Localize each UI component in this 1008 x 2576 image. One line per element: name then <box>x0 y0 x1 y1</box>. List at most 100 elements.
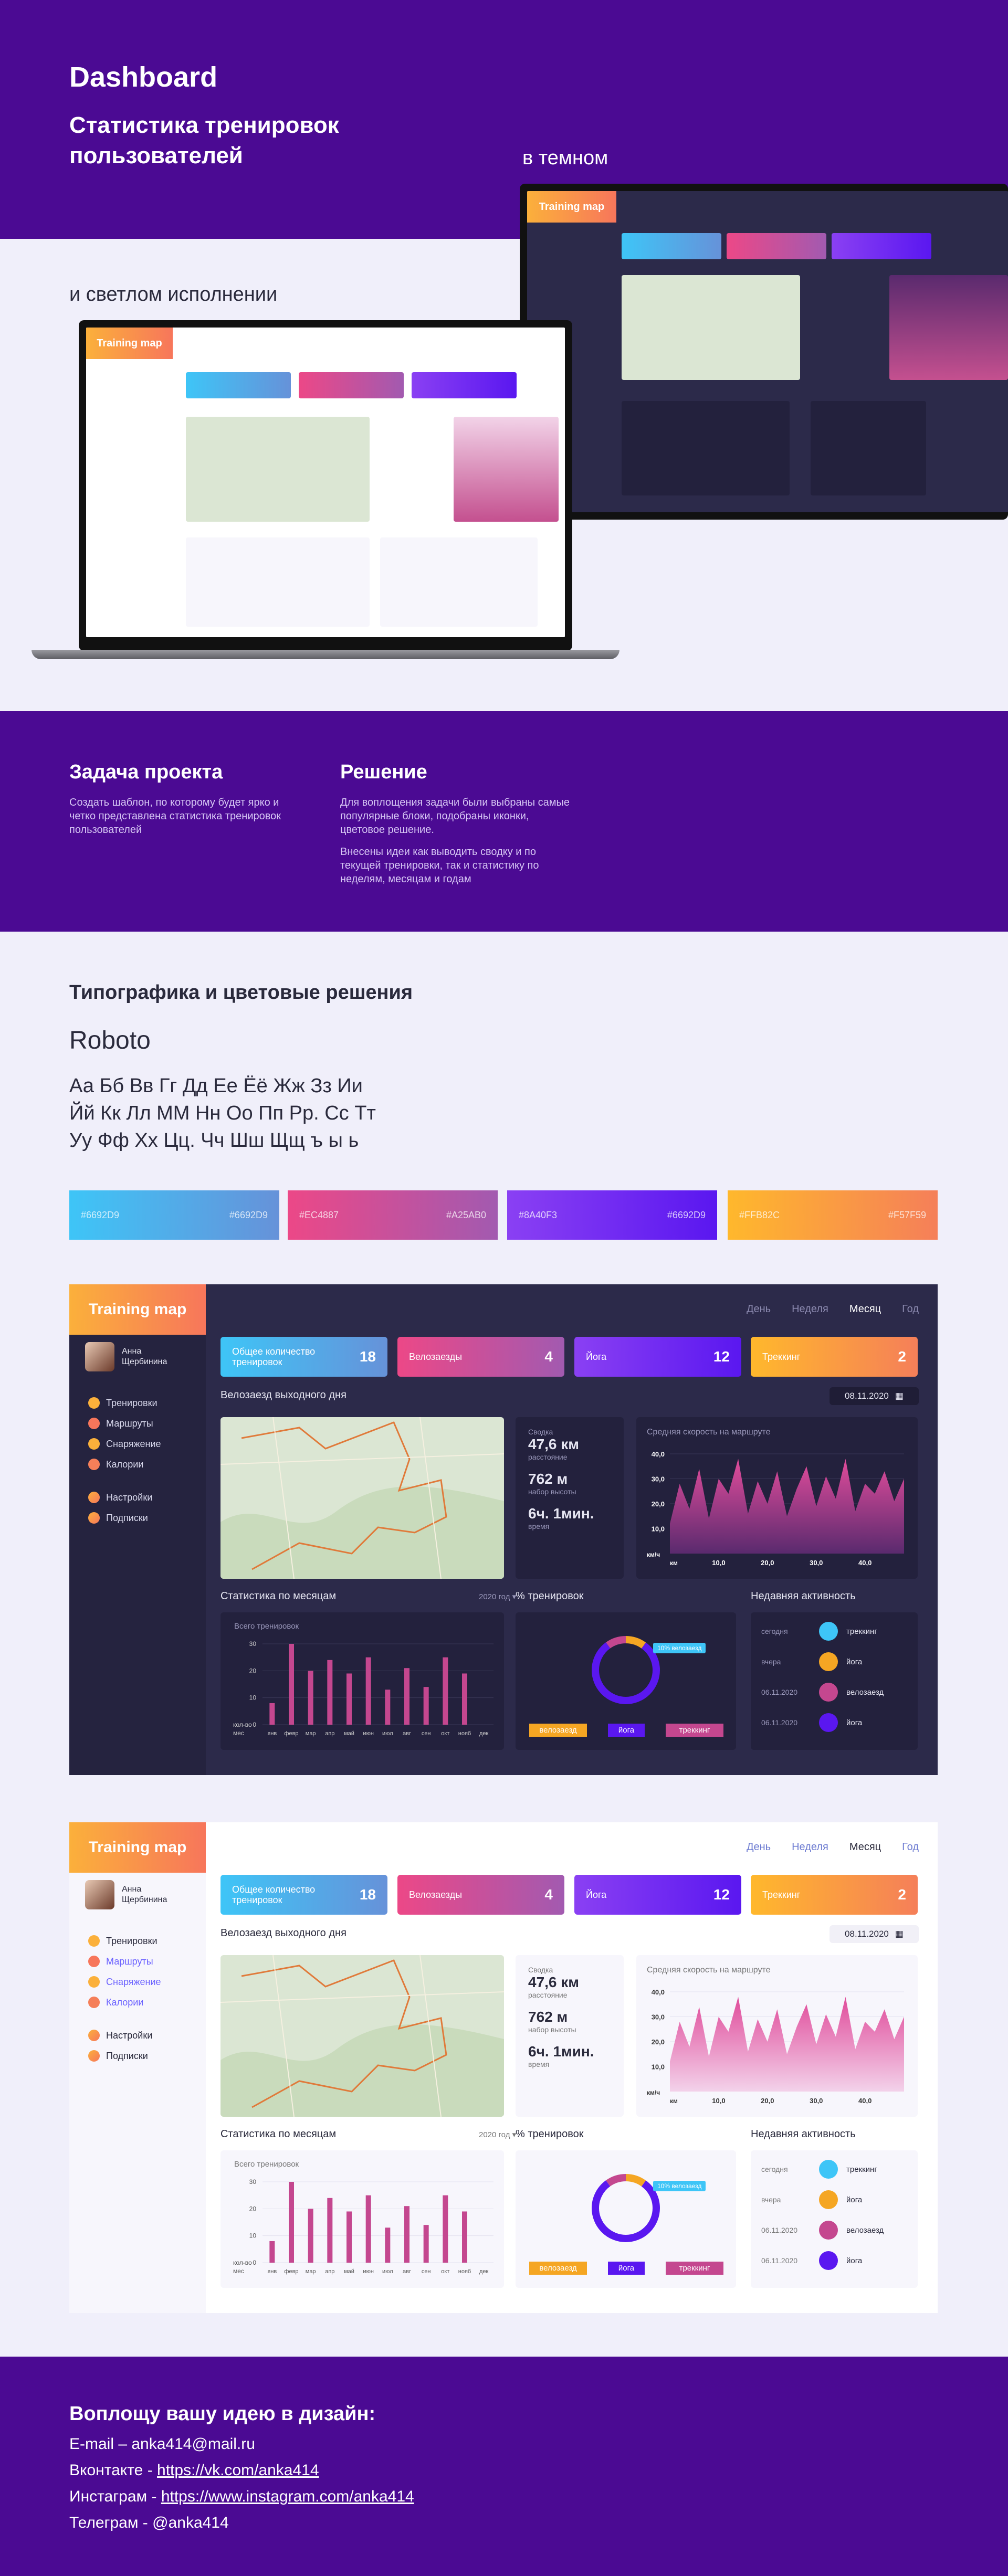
x-tick: дек <box>479 2268 489 2275</box>
kpi-card[interactable]: Общее количество тренировок 18 <box>220 1875 387 1915</box>
x-tick: мар <box>306 2268 316 2275</box>
kpi-card[interactable]: Общее количество тренировок 18 <box>220 1337 387 1377</box>
summary-distance: 47,6 км <box>528 1436 580 1452</box>
ig-label: Инстаграм - <box>69 2488 161 2505</box>
activity-row[interactable]: сегодня треккинг <box>761 2160 877 2179</box>
kpi-card[interactable]: Велозаезды 4 <box>397 1337 564 1377</box>
kpi-card[interactable]: Йога 12 <box>574 1337 741 1377</box>
y-tick: 20 <box>249 2205 257 2212</box>
contact-email[interactable]: E-mail – anka414@mail.ru <box>69 2435 255 2453</box>
map-terrain <box>220 2024 504 2117</box>
y-tick: 20 <box>249 1667 257 1674</box>
x-tick: 10,0 <box>712 2097 725 2105</box>
tab-period[interactable]: Неделя <box>792 1303 828 1315</box>
sidebar: Training map Анна Щербинина Тренировки Марш… <box>69 1284 206 1775</box>
x-tick: 20,0 <box>761 1559 774 1567</box>
tab-period[interactable]: Месяц <box>849 1303 881 1315</box>
x-tick: дек <box>479 1730 489 1737</box>
task-section <box>0 711 1008 932</box>
preview-bar-chart <box>622 401 790 495</box>
sidebar-item-label: Снаряжение <box>106 1438 161 1449</box>
sidebar-settings-0[interactable]: Настройки <box>88 1492 152 1503</box>
user-name: Анна Щербинина <box>122 1885 167 1904</box>
activity-row[interactable]: вчера йога <box>761 1652 862 1671</box>
sidebar-settings-0[interactable]: Настройки <box>88 2030 152 2041</box>
sidebar-item-0[interactable]: Тренировки <box>88 1935 158 1947</box>
sidebar-item-2[interactable]: Снаряжение <box>88 1438 161 1450</box>
activity-row[interactable]: 06.11.2020 велозаезд <box>761 2221 884 2240</box>
ig-link[interactable]: https://www.instagram.com/anka414 <box>161 2488 414 2505</box>
bar <box>327 2198 333 2263</box>
tab-period[interactable]: Неделя <box>792 1841 828 1853</box>
activity-row[interactable]: 06.11.2020 йога <box>761 1713 862 1732</box>
sidebar-item-3[interactable]: Калории <box>88 1997 143 2008</box>
legend-item: велозаезд <box>529 2262 587 2275</box>
vk-link[interactable]: https://vk.com/anka414 <box>157 2462 319 2479</box>
kpi-card[interactable]: Йога 12 <box>574 1875 741 1915</box>
kpi-card[interactable]: Треккинг 2 <box>751 1337 918 1377</box>
kpi-card[interactable]: Треккинг 2 <box>751 1875 918 1915</box>
year-select[interactable]: 2020 год ▾ <box>479 2130 517 2139</box>
year-select[interactable]: 2020 год ▾ <box>479 1592 517 1601</box>
tab-period[interactable]: День <box>746 1841 771 1853</box>
x-tick: февр <box>284 1730 298 1737</box>
kpi-label: Общее количество тренировок <box>232 1884 316 1905</box>
tab-period[interactable]: Год <box>902 1303 919 1315</box>
sidebar-item-0[interactable]: Тренировки <box>88 1397 158 1409</box>
solution-p2: Внесены идеи как выводить сводку и по те… <box>340 846 539 885</box>
sidebar-item-label: Настройки <box>106 1492 153 1503</box>
app-logo[interactable]: Training map <box>69 1284 206 1335</box>
x-label: мес <box>233 2267 244 2275</box>
route-line <box>241 1421 447 1570</box>
roads <box>220 1417 504 1579</box>
date-picker[interactable]: 08.11.2020 ▦ <box>830 1925 919 1943</box>
x-tick: июн <box>363 1730 373 1737</box>
preview-bar-light <box>186 537 370 627</box>
donut-legend: велозаезд йога треккинг <box>529 2262 723 2275</box>
x-tick: нояб <box>458 1730 471 1737</box>
activity-row[interactable]: вчера йога <box>761 2190 862 2209</box>
bar <box>346 2211 352 2263</box>
nav-icon <box>88 1935 100 1947</box>
activity-row[interactable]: 06.11.2020 йога <box>761 2251 862 2270</box>
y-tick: 30,0 <box>652 1475 665 1483</box>
user-profile[interactable]: Анна Щербинина <box>85 1880 174 1909</box>
thumb-icon <box>88 2050 100 2062</box>
y-unit: км/ч <box>647 1551 660 1558</box>
swatch-from: #EC4887 <box>299 1209 339 1220</box>
bar <box>385 1690 391 1725</box>
tab-period[interactable]: Год <box>902 1841 919 1853</box>
sidebar-settings-1[interactable]: Подписки <box>88 2050 148 2062</box>
activity-what: треккинг <box>846 1627 877 1636</box>
activity-row[interactable]: сегодня треккинг <box>761 1622 877 1641</box>
user-profile[interactable]: Анна Щербинина <box>85 1342 174 1371</box>
kpi-label: Йога <box>586 1889 607 1900</box>
y-unit: км/ч <box>647 2089 660 2096</box>
swatch-blue: #6692D9 #6692D9 <box>69 1190 279 1240</box>
sidebar-item-label: Настройки <box>106 2030 153 2041</box>
activity-what: йога <box>846 2256 863 2265</box>
tab-period[interactable]: День <box>746 1303 771 1315</box>
summary-height-label: набор высоты <box>528 2025 576 2034</box>
kpi-card[interactable]: Велозаезды 4 <box>397 1875 564 1915</box>
summary-distance-label: расстояние <box>528 1991 568 1999</box>
sidebar-item-3[interactable]: Калории <box>88 1459 143 1470</box>
hero-title: Dashboard <box>69 61 218 93</box>
contact-section <box>0 2357 1008 2576</box>
sidebar-item-1[interactable]: Маршруты <box>88 1418 153 1429</box>
preview-donut <box>811 401 926 495</box>
tab-period[interactable]: Месяц <box>849 1841 881 1853</box>
route-map[interactable] <box>220 1955 504 2117</box>
sidebar-item-2[interactable]: Снаряжение <box>88 1976 161 1988</box>
activity-card: сегодня треккинг вчера йога 06.11.2020 велоза… <box>751 2150 918 2288</box>
sidebar-settings-1[interactable]: Подписки <box>88 1512 148 1524</box>
sidebar-item-1[interactable]: Маршруты <box>88 1956 153 1967</box>
activity-row[interactable]: 06.11.2020 велозаезд <box>761 1683 884 1702</box>
kpi-value: 4 <box>544 1886 553 1903</box>
route-map[interactable] <box>220 1417 504 1579</box>
app-logo[interactable]: Training map <box>69 1822 206 1873</box>
bar <box>365 1657 371 1725</box>
x-tick: окт <box>441 1730 449 1737</box>
activity-icon <box>819 2190 838 2209</box>
date-picker[interactable]: 08.11.2020 ▦ <box>830 1387 919 1405</box>
